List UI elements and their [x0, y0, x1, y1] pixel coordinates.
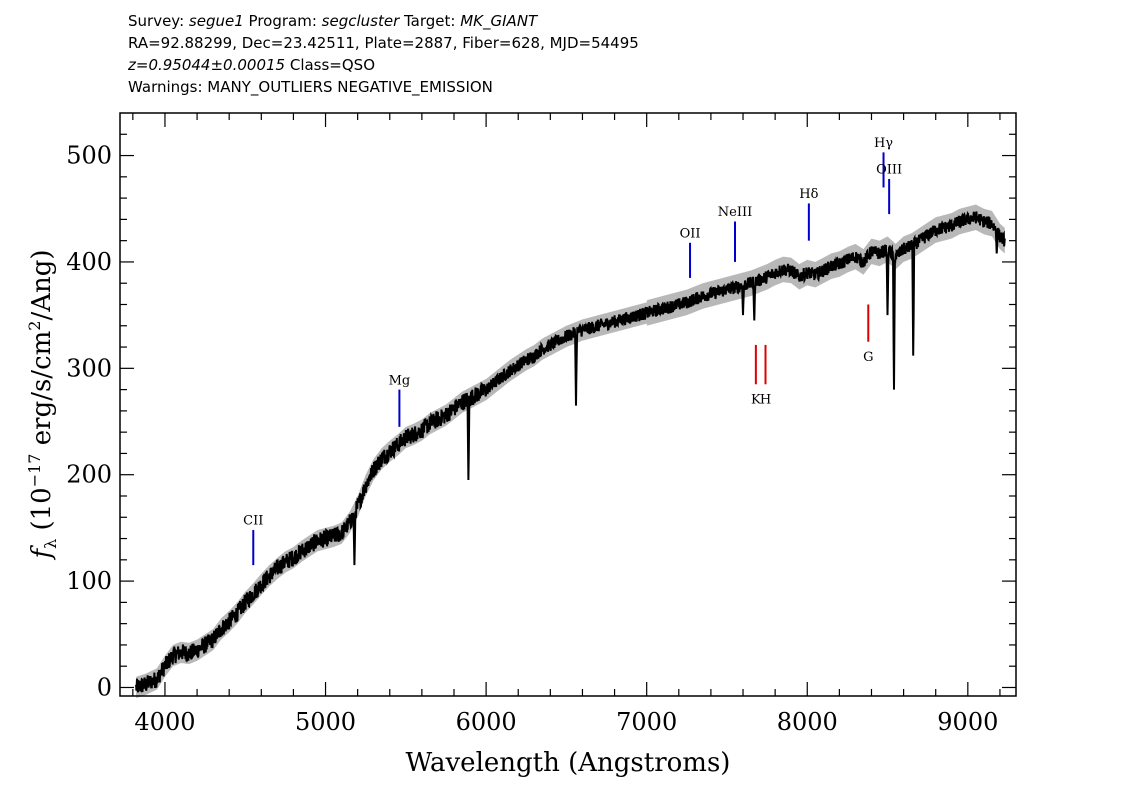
- x-tick-label: 4000: [134, 708, 195, 736]
- emission-line-label: OII: [680, 226, 701, 241]
- target-label: Target:: [399, 12, 461, 30]
- target-value: MK_GIANT: [460, 12, 538, 30]
- emission-line-label: Mg: [389, 373, 411, 388]
- y-axis-exponent: −17: [25, 454, 44, 488]
- header-line-redshift: z=0.95044±0.00015 Class=QSO: [128, 54, 1028, 76]
- redshift-value: z=0.95044±0.00015: [128, 56, 286, 74]
- program-label: Program:: [243, 12, 322, 30]
- emission-line-label: CII: [243, 514, 263, 529]
- y-tick-label: 300: [66, 354, 112, 382]
- x-tick-label: 6000: [456, 708, 517, 736]
- class-value: Class=QSO: [285, 56, 376, 74]
- survey-label: Survey:: [128, 12, 189, 30]
- y-tick-label: 100: [66, 567, 112, 595]
- x-axis-title: Wavelength (Angstroms): [406, 748, 731, 778]
- x-tick-label: 9000: [937, 708, 998, 736]
- y-tick-label: 500: [66, 142, 112, 170]
- header-line-warnings: Warnings: MANY_OUTLIERS NEGATIVE_EMISSIO…: [128, 78, 493, 96]
- emission-line-label: NeIII: [718, 205, 752, 220]
- plot-area: CII Mg OII NeIII Hδ Hγ OIII K H G: [135, 136, 1006, 699]
- survey-value: segue1: [188, 12, 244, 30]
- y-axis-title: fλ (10−17 erg/s/cm2/Ang): [25, 249, 60, 560]
- x-tick-label: 8000: [777, 708, 838, 736]
- error-band: [136, 204, 1005, 699]
- plot-frame: [119, 112, 1017, 697]
- program-value: segcluster: [321, 12, 400, 30]
- spectrum-header: Survey: segue1 Program: segcluster Targe…: [128, 10, 1028, 98]
- y-axis-unit-open: (10: [27, 487, 57, 539]
- y-axis-unit-close: /Ang): [27, 249, 57, 320]
- absorption-line-label: H: [760, 393, 771, 408]
- spectrum-line: [135, 210, 1006, 694]
- y-axis-unit-mid: erg/s/cm: [27, 331, 57, 454]
- emission-line-label: Hγ: [874, 136, 893, 151]
- absorption-line-label: G: [863, 350, 873, 365]
- header-line-survey: Survey: segue1 Program: segcluster Targe…: [128, 10, 1028, 32]
- x-tick-label: 7000: [616, 708, 677, 736]
- x-tick-label: 5000: [295, 708, 356, 736]
- emission-line-label: OIII: [876, 163, 902, 178]
- absorption-line-label: K: [751, 393, 761, 408]
- y-axis-cm-exponent: 2: [25, 321, 44, 331]
- svg-text:fλ (10−17 erg/s/cm2/Ang): fλ (10−17 erg/s/cm2/Ang): [25, 249, 60, 560]
- axis-ticks: 4000 5000 6000 7000 8000 9000 0 100 200 300 400 500: [66, 113, 1016, 736]
- y-tick-label: 0: [97, 673, 112, 701]
- emission-line-label: Hδ: [799, 187, 818, 202]
- header-line-coordinates: RA=92.88299, Dec=23.42511, Plate=2887, F…: [128, 34, 639, 52]
- y-tick-label: 200: [66, 461, 112, 489]
- y-tick-label: 400: [66, 248, 112, 276]
- y-axis-lambda-subscript: λ: [41, 539, 60, 549]
